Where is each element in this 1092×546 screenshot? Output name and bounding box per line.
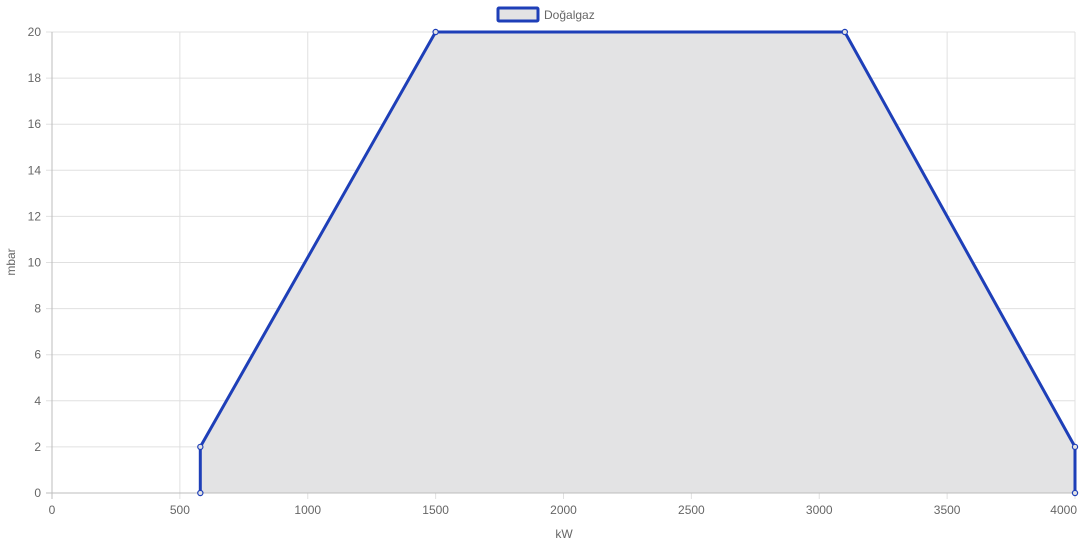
y-tick-label: 12 — [28, 209, 42, 223]
y-tick-label: 0 — [34, 486, 41, 500]
y-tick-label: 4 — [34, 394, 41, 408]
y-tick-label: 18 — [28, 71, 42, 85]
data-point[interactable] — [432, 28, 439, 36]
series-points — [197, 28, 1079, 497]
data-point[interactable] — [197, 443, 204, 451]
x-tick-label: 1500 — [422, 503, 449, 517]
x-tick-label: 3000 — [806, 503, 833, 517]
data-point[interactable] — [197, 489, 204, 497]
data-point[interactable] — [841, 28, 849, 36]
y-tick-label: 6 — [34, 348, 41, 362]
legend-swatch[interactable] — [496, 6, 540, 23]
legend[interactable]: Doğalgaz — [496, 6, 595, 23]
y-tick-label: 8 — [34, 302, 41, 316]
x-tick-label: 4000 — [1050, 503, 1077, 517]
y-tick-label: 2 — [34, 440, 41, 454]
series-area — [198, 30, 1077, 493]
legend-label: Doğalgaz — [544, 8, 595, 22]
x-tick-labels: 0 500 1000 1500 2000 2500 3000 3500 4000 — [49, 503, 1078, 517]
x-axis-title: kW — [555, 527, 573, 541]
y-tick-label: 20 — [28, 25, 42, 39]
y-tick-label: 16 — [28, 117, 42, 131]
x-tick-label: 500 — [170, 503, 190, 517]
y-tick-labels: 0 2 4 6 8 10 12 14 16 18 20 — [28, 25, 42, 500]
data-point[interactable] — [1071, 489, 1079, 497]
x-tick-label: 1000 — [294, 503, 321, 517]
x-tick-label: 2500 — [678, 503, 705, 517]
y-axis-title: mbar — [4, 248, 18, 275]
y-tick-label: 14 — [28, 163, 42, 177]
series-line — [198, 30, 1077, 493]
series-fill — [200, 32, 1076, 493]
axes — [51, 32, 1075, 494]
y-tick-label: 10 — [28, 256, 42, 270]
x-tick-label: 0 — [49, 503, 56, 517]
x-tick-label: 3500 — [934, 503, 961, 517]
data-point[interactable] — [1071, 443, 1079, 451]
x-tick-label: 2000 — [550, 503, 577, 517]
